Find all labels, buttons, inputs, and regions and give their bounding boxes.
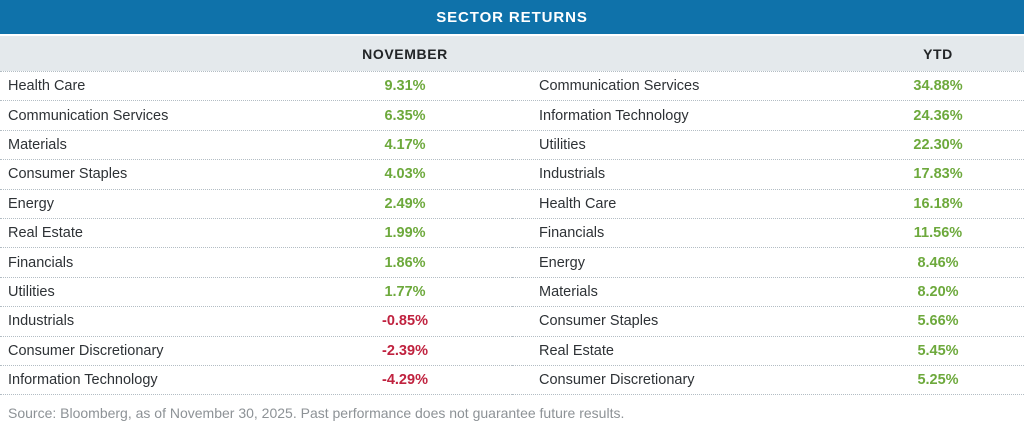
sector-name: Industrials xyxy=(539,166,606,183)
table-row: Financials 11.56% xyxy=(512,219,1024,249)
sector-value: 5.25% xyxy=(917,372,959,389)
sector-value: 2.49% xyxy=(384,195,426,212)
sector-name: Materials xyxy=(539,283,598,300)
sector-name: Financials xyxy=(8,254,74,271)
ytd-header-cell: YTD xyxy=(512,36,1024,71)
sector-value: 24.36% xyxy=(913,107,963,124)
sector-value: 34.88% xyxy=(913,78,963,95)
table-row: Utilities 1.77% xyxy=(0,278,512,308)
ytd-column: Communication Services 34.88% Information … xyxy=(512,72,1024,396)
sector-value: 11.56% xyxy=(913,225,963,242)
table-row: Consumer Staples 4.03% xyxy=(0,160,512,190)
sector-value: 1.99% xyxy=(384,225,426,242)
sector-value: -4.29% xyxy=(382,372,428,389)
title-bar: SECTOR RETURNS xyxy=(0,0,1024,34)
table-row: Industrials -0.85% xyxy=(0,307,512,337)
sector-value: 5.66% xyxy=(917,313,959,330)
table-row: Health Care 16.18% xyxy=(512,190,1024,219)
table-row: Financials 1.86% xyxy=(0,248,512,278)
sector-value: 1.86% xyxy=(384,254,426,271)
sector-name: Consumer Discretionary xyxy=(539,372,695,389)
sector-value: 1.77% xyxy=(384,283,426,300)
sector-name: Financials xyxy=(539,225,605,242)
column-header-row: NOVEMBER YTD xyxy=(0,36,1024,71)
table-row: Industrials 17.83% xyxy=(512,160,1024,190)
table-row: Utilities 22.30% xyxy=(512,131,1024,161)
table-row: Information Technology -4.29% xyxy=(0,366,512,396)
column-header-ytd: YTD xyxy=(923,45,953,62)
sector-name: Health Care xyxy=(539,195,617,212)
sector-name: Health Care xyxy=(8,78,86,95)
sector-value: -2.39% xyxy=(382,342,428,359)
source-note: Source: Bloomberg, as of November 30, 20… xyxy=(8,405,625,422)
sector-name: Energy xyxy=(539,254,585,271)
table-row: Health Care 9.31% xyxy=(0,72,512,102)
sector-value: 4.03% xyxy=(384,166,426,183)
table-row: Energy 8.46% xyxy=(512,248,1024,278)
divider xyxy=(0,34,1024,36)
page-title: SECTOR RETURNS xyxy=(436,8,588,26)
table-row: Real Estate 5.45% xyxy=(512,337,1024,366)
sector-value: 8.46% xyxy=(917,254,959,271)
sector-name: Real Estate xyxy=(539,342,614,359)
table-row: Energy 2.49% xyxy=(0,190,512,219)
sector-name: Communication Services xyxy=(539,78,700,95)
column-header-november: NOVEMBER xyxy=(362,45,448,62)
sector-value: -0.85% xyxy=(382,313,428,330)
sector-value: 4.17% xyxy=(384,136,426,153)
november-header-cell: NOVEMBER xyxy=(0,36,512,71)
table-row: Information Technology 24.36% xyxy=(512,101,1024,131)
november-column: Health Care 9.31% Communication Services 6.… xyxy=(0,72,512,396)
sector-value: 5.45% xyxy=(917,342,959,359)
sector-name: Consumer Staples xyxy=(8,166,128,183)
sector-value: 8.20% xyxy=(917,283,959,300)
sector-name: Consumer Discretionary xyxy=(8,342,164,359)
sector-value: 22.30% xyxy=(913,136,963,153)
sector-value: 6.35% xyxy=(384,107,426,124)
sector-name: Information Technology xyxy=(8,372,158,389)
sector-name: Utilities xyxy=(539,136,586,153)
table-row: Communication Services 6.35% xyxy=(0,101,512,131)
table-row: Materials 4.17% xyxy=(0,131,512,161)
sector-value: 16.18% xyxy=(913,195,963,212)
table-row: Consumer Discretionary -2.39% xyxy=(0,337,512,366)
sector-name: Communication Services xyxy=(8,107,169,124)
table-row: Communication Services 34.88% xyxy=(512,72,1024,102)
table-row: Consumer Staples 5.66% xyxy=(512,307,1024,337)
table-row: Materials 8.20% xyxy=(512,278,1024,308)
sector-value: 9.31% xyxy=(384,78,426,95)
returns-table: Health Care 9.31% Communication Services 6.… xyxy=(0,71,1024,396)
sector-value: 17.83% xyxy=(913,166,963,183)
sector-name: Consumer Staples xyxy=(539,313,659,330)
sector-name: Energy xyxy=(8,195,54,212)
table-row: Consumer Discretionary 5.25% xyxy=(512,366,1024,396)
table-row: Real Estate 1.99% xyxy=(0,219,512,249)
sector-name: Materials xyxy=(8,136,67,153)
sector-name: Information Technology xyxy=(539,107,689,124)
sector-name: Utilities xyxy=(8,283,55,300)
sector-name: Industrials xyxy=(8,313,75,330)
sector-name: Real Estate xyxy=(8,225,83,242)
